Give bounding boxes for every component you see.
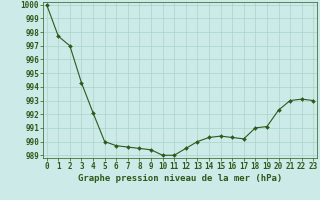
X-axis label: Graphe pression niveau de la mer (hPa): Graphe pression niveau de la mer (hPa)	[78, 174, 282, 183]
